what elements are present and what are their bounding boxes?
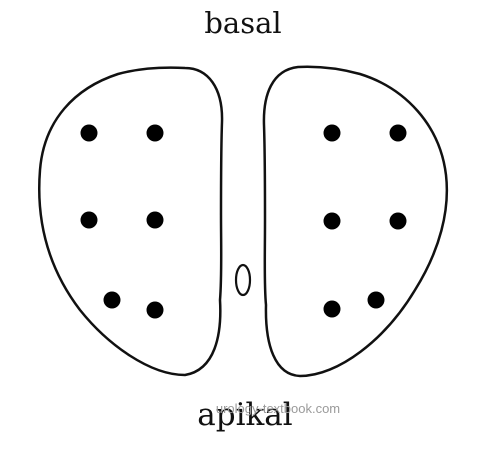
right-dot (323, 124, 341, 142)
watermark-text: urology-textbook.com (215, 401, 341, 416)
basal-label: basal (204, 6, 282, 40)
right-dot (323, 300, 341, 318)
right-lobe-outline (262, 65, 449, 378)
urethra-ellipse (234, 263, 252, 297)
apikal-label: apikal (197, 397, 293, 433)
right-dot (389, 212, 407, 230)
right-dot (389, 124, 407, 142)
left-lobe-outline (38, 66, 224, 377)
left-dot (80, 124, 98, 142)
left-dot (103, 291, 121, 309)
left-dot (146, 124, 164, 142)
left-dot (146, 211, 164, 229)
right-dot (367, 291, 385, 309)
left-dot (146, 301, 164, 319)
left-dot (80, 211, 98, 229)
right-dot (323, 212, 341, 230)
